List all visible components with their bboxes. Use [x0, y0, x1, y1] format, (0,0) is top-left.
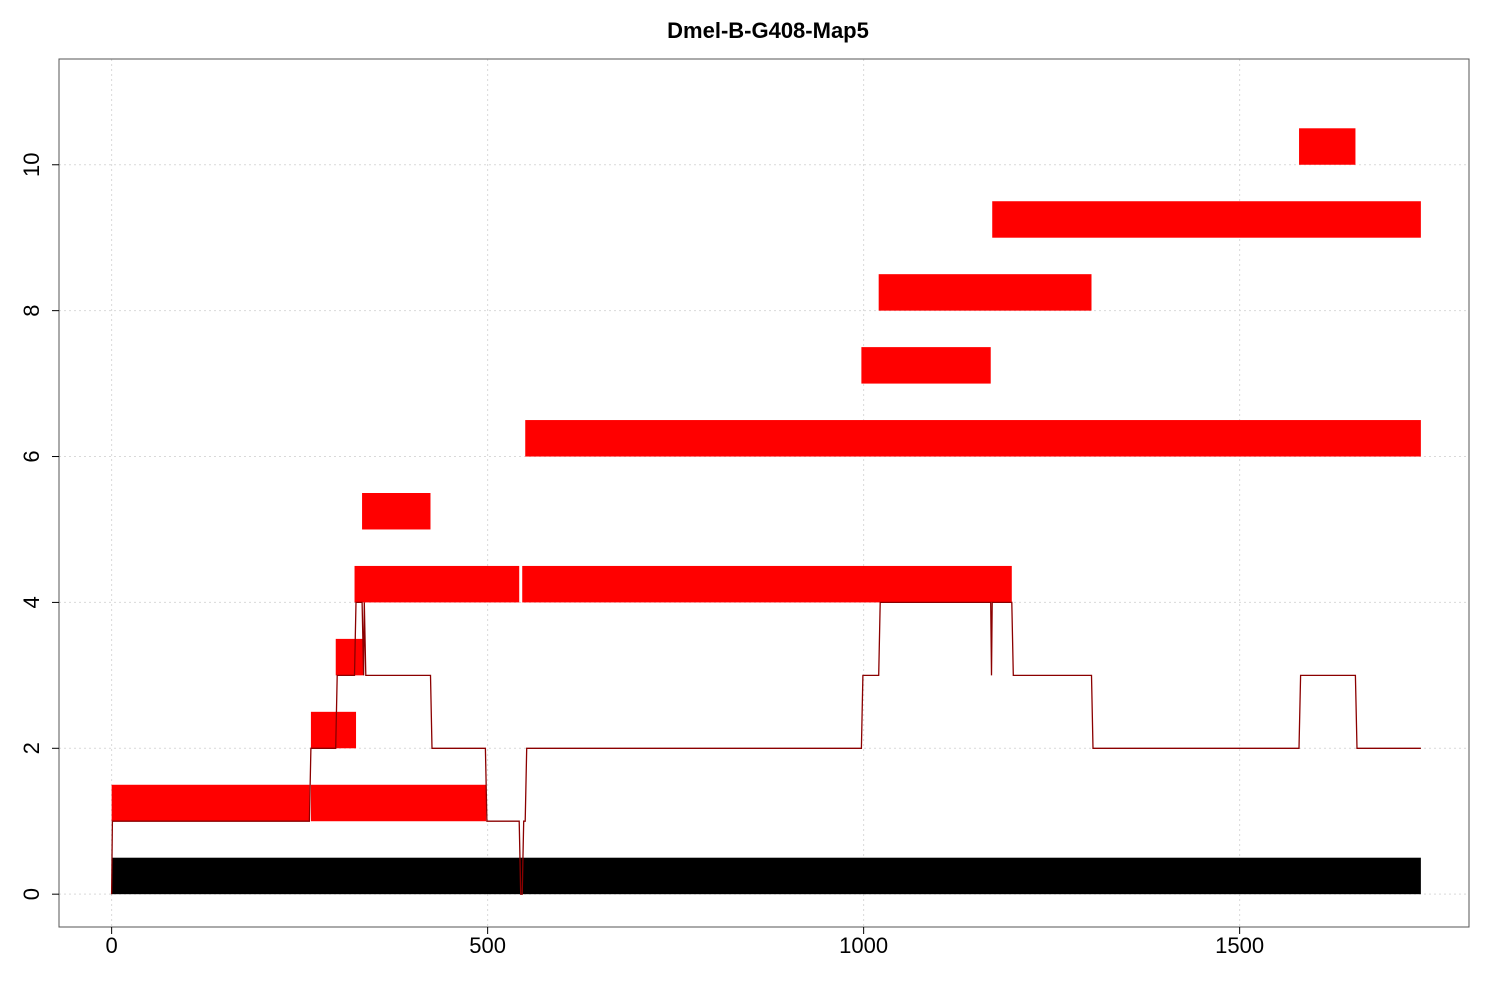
x-tick-label: 500: [469, 933, 506, 958]
segment-bar: [1299, 128, 1356, 165]
y-tick-label: 4: [19, 596, 44, 608]
segment-bar: [354, 565, 520, 603]
plot-frame: [58, 58, 1470, 928]
segment-bar: [310, 784, 487, 822]
segment-bars: [111, 128, 1421, 895]
segment-bar: [335, 638, 364, 676]
y-axis: 0 2 4 6 8 10: [19, 153, 59, 900]
y-tick-label: 8: [19, 305, 44, 317]
segment-bar: [362, 493, 431, 530]
segment-bar: [310, 711, 357, 749]
y-tick-label: 2: [19, 742, 44, 754]
reference-bar: [111, 857, 1421, 895]
segment-bar: [861, 347, 991, 384]
coverage-line: [110, 601, 1421, 895]
x-tick-label: 0: [106, 933, 118, 958]
coverage-line-layer: [110, 601, 1421, 895]
x-axis: 0 500 1000 1500: [106, 927, 1264, 958]
x-tick-label: 1000: [839, 933, 888, 958]
segment-bar: [525, 420, 1421, 457]
y-tick-label: 6: [19, 450, 44, 462]
x-tick-label: 1500: [1215, 933, 1264, 958]
y-tick-label: 10: [19, 153, 44, 177]
segment-bar: [522, 565, 1012, 603]
segment-bar: [992, 201, 1421, 238]
segment-bar: [111, 784, 310, 822]
y-tick-label: 0: [19, 888, 44, 900]
segment-bar: [878, 274, 1092, 311]
chart-title: Dmel-B-G408-Map5: [667, 18, 869, 43]
